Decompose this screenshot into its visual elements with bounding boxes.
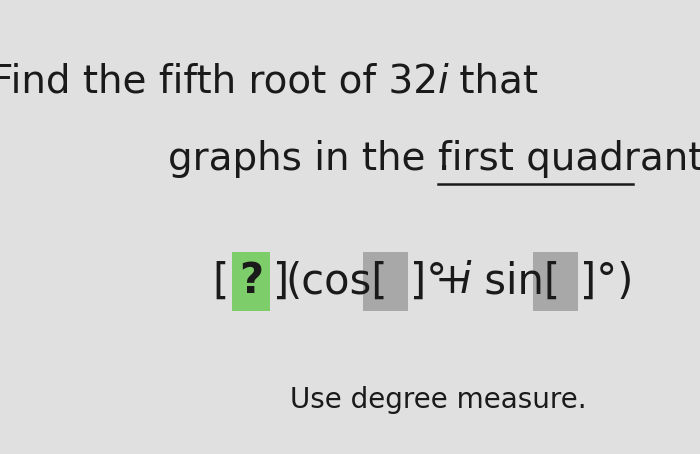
Text: (cos[: (cos[ [286,261,388,302]
Text: first quadrant: first quadrant [438,140,700,178]
Text: +: + [435,261,483,302]
Text: Use degree measure.: Use degree measure. [290,385,586,414]
Text: ]°: ]° [410,261,447,302]
Text: ]: ] [273,261,289,302]
Text: i: i [438,63,449,101]
Text: graphs in the: graphs in the [168,140,438,178]
Text: ]°): ]°) [580,261,634,302]
Text: ?: ? [239,261,263,302]
Text: sin[: sin[ [471,261,561,302]
Text: [: [ [212,261,228,302]
FancyBboxPatch shape [363,252,408,311]
Text: i: i [460,261,472,302]
Text: Find the fifth root of 32: Find the fifth root of 32 [0,63,438,101]
Text: .: . [438,140,450,178]
FancyBboxPatch shape [533,252,577,311]
FancyBboxPatch shape [232,252,270,311]
Text: that: that [447,63,538,101]
